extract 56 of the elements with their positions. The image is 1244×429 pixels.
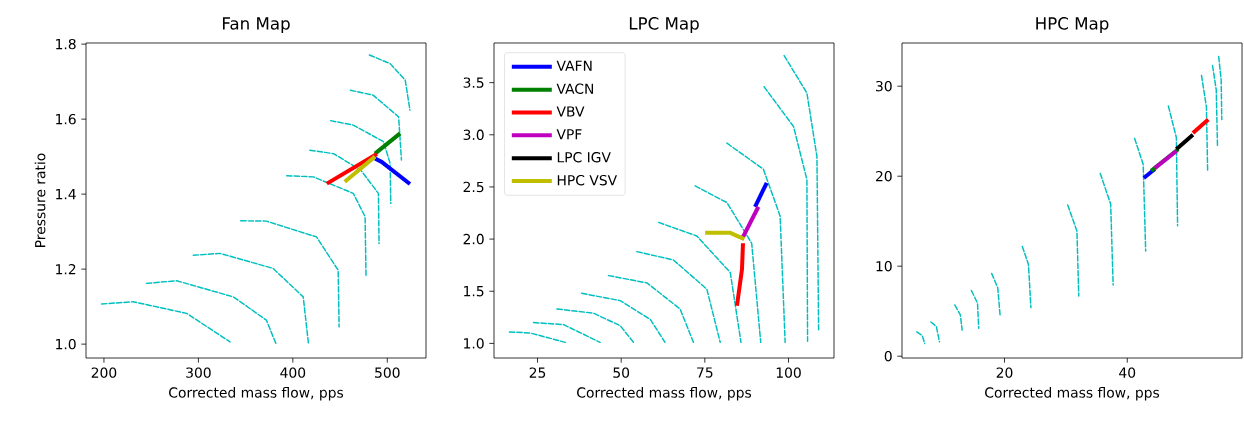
legend-label: VAFN <box>556 60 592 71</box>
line-series <box>285 175 367 278</box>
x-axis-title: Corrected mass flow, pps <box>985 387 1160 401</box>
x-tick-label: 400 <box>280 367 306 378</box>
x-axis-title: Corrected mass flow, pps <box>169 387 344 401</box>
line-series <box>329 119 392 205</box>
y-tick-label: 0 <box>884 350 892 362</box>
line-series <box>783 54 820 331</box>
legend-label: VBV <box>556 106 585 117</box>
x-tick-label: 20 <box>996 367 1013 378</box>
x-tick-label: 40 <box>1119 367 1136 378</box>
legend-label: LPC IGV <box>557 152 611 163</box>
legend-label: VACN <box>556 83 594 94</box>
line-series <box>607 274 695 344</box>
line-series <box>726 142 786 344</box>
y-axis-title: Pressure ratio <box>34 153 46 247</box>
chart-title: LPC Map <box>629 17 699 33</box>
y-tick-label: 1.8 <box>56 38 76 50</box>
line-series <box>657 221 742 344</box>
y-tick-label: 30 <box>876 80 892 92</box>
x-tick-label: 50 <box>613 367 630 378</box>
y-tick-label: 2.5 <box>463 181 484 193</box>
legend-label: HPC VSV <box>557 174 617 186</box>
y-tick-label: 1.0 <box>464 338 484 349</box>
y-tick-label: 1.2 <box>56 263 76 275</box>
y-tick-label: 3.0 <box>463 129 484 141</box>
y-tick-label: 3.5 <box>463 77 484 88</box>
line-series <box>556 308 635 344</box>
line-series <box>145 280 277 345</box>
line-series <box>349 89 403 161</box>
line-series <box>368 54 411 111</box>
x-tick-label: 100 <box>776 367 801 378</box>
y-tick-label: 2.0 <box>463 233 484 245</box>
x-tick-label: 500 <box>375 367 400 378</box>
line-series <box>192 252 310 345</box>
line-series <box>694 185 762 344</box>
y-tick-label: 1.0 <box>56 338 76 350</box>
x-tick-label: 25 <box>529 367 546 378</box>
line-series <box>100 301 231 343</box>
y-tick-label: 1.4 <box>56 189 76 200</box>
y-tick-label: 20 <box>876 170 892 182</box>
y-tick-label: 10 <box>876 260 892 272</box>
legend-label: VPF <box>556 129 582 140</box>
line-series <box>763 86 809 343</box>
x-axis-title: Corrected mass flow, pps <box>577 387 752 401</box>
x-tick-label: 75 <box>697 367 713 378</box>
chart-title: HPC Map <box>1036 17 1109 33</box>
x-tick-label: 200 <box>91 367 117 378</box>
x-tick-label: 300 <box>186 367 211 378</box>
line-series <box>239 220 340 328</box>
y-tick-label: 1.5 <box>464 286 484 297</box>
y-tick-label: 1.6 <box>56 113 76 125</box>
line-series <box>309 149 380 245</box>
line-series <box>636 250 721 344</box>
chart-title: Fan Map <box>222 17 290 33</box>
line-series <box>580 292 666 344</box>
